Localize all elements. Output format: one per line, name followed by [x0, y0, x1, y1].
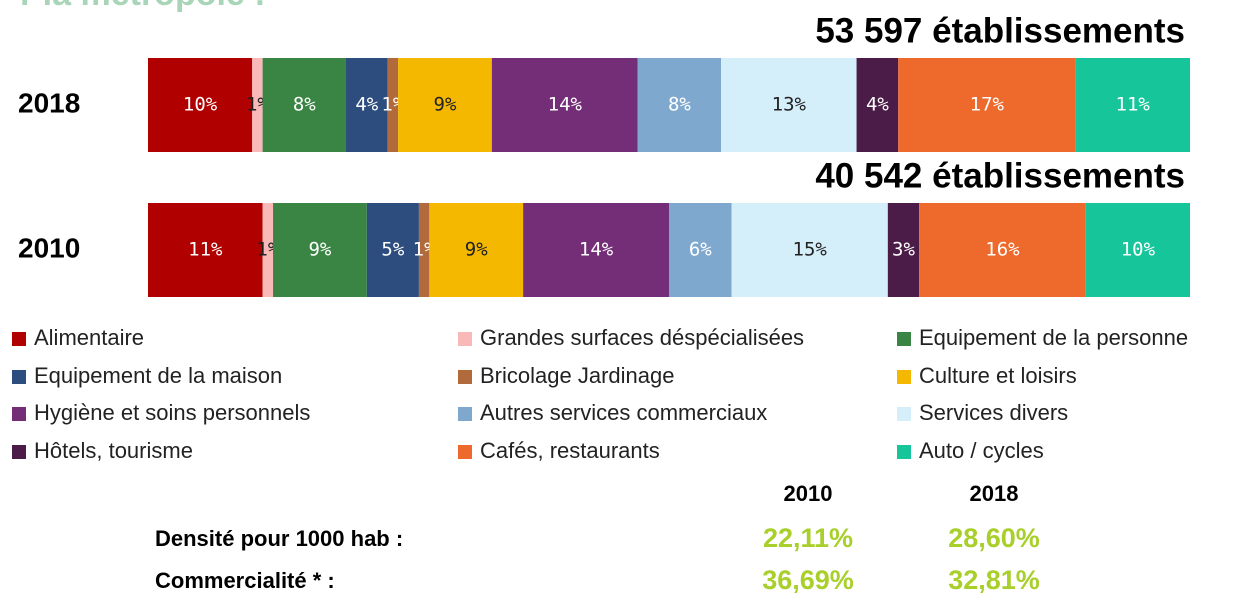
- legend-label: Auto / cycles: [919, 438, 1044, 463]
- legend-label: Hygiène et soins personnels: [34, 400, 310, 425]
- data-label: 8%: [293, 94, 316, 116]
- bar-segment: [262, 203, 274, 297]
- data-label: 4%: [866, 94, 889, 116]
- data-label: 6%: [689, 239, 712, 261]
- data-label: 8%: [668, 94, 691, 116]
- bar-segment: [366, 203, 419, 297]
- legend-swatch: [458, 445, 472, 459]
- bar-segment: [1085, 203, 1190, 297]
- annotation: 40 542 établissements: [815, 156, 1185, 195]
- legend-swatch: [897, 332, 911, 346]
- legend-label: Equipement de la maison: [34, 363, 282, 388]
- row-label: Commercialité * :: [155, 568, 335, 593]
- data-label: 5%: [381, 239, 404, 261]
- data-label: 15%: [793, 239, 828, 261]
- legend-swatch: [458, 407, 472, 421]
- legend-label: Autres services commerciaux: [480, 400, 767, 425]
- bar-segment: [148, 203, 263, 297]
- data-label: 14%: [579, 239, 614, 261]
- legend-label: Hôtels, tourisme: [34, 438, 193, 463]
- legend-swatch: [897, 445, 911, 459]
- data-label: 4%: [355, 94, 378, 116]
- bar-segment: [398, 58, 492, 152]
- bar-segment: [418, 203, 430, 297]
- data-label: 11%: [188, 239, 223, 261]
- bar-segment: [721, 58, 857, 152]
- legend-label: Cafés, restaurants: [480, 438, 660, 463]
- data-label: 10%: [1121, 239, 1156, 261]
- bar-segment: [731, 203, 888, 297]
- bar-segment: [523, 203, 669, 297]
- legend-label: Services divers: [919, 400, 1068, 425]
- legend-swatch: [458, 370, 472, 384]
- chart-title: r la métropole :: [20, 0, 266, 13]
- table-cell: 32,81%: [948, 565, 1040, 593]
- legend-swatch: [458, 332, 472, 346]
- legend-label: Culture et loisirs: [919, 363, 1077, 388]
- legend-label: Bricolage Jardinage: [480, 363, 674, 388]
- bar-segment: [387, 58, 399, 152]
- table-header: 2018: [970, 481, 1019, 506]
- bar-segment: [898, 58, 1076, 152]
- legend-swatch: [12, 407, 26, 421]
- category-label: 2018: [18, 87, 80, 118]
- bar-segment: [429, 203, 524, 297]
- bar-segment: [252, 58, 263, 152]
- legend-swatch: [12, 332, 26, 346]
- legend-swatch: [897, 407, 911, 421]
- bar-segment: [262, 58, 346, 152]
- table-cell: 22,11%: [763, 523, 853, 553]
- bar-segment: [345, 58, 388, 152]
- data-label: 9%: [434, 94, 457, 116]
- legend-label: Equipement de la personne: [919, 325, 1188, 350]
- data-label: 9%: [465, 239, 488, 261]
- legend-swatch: [12, 370, 26, 384]
- legend-swatch: [897, 370, 911, 384]
- data-label: 3%: [892, 239, 915, 261]
- row-label: Densité pour 1000 hab :: [155, 526, 403, 551]
- bar-segment: [856, 58, 899, 152]
- legend-label: Grandes surfaces déspécialisées: [480, 325, 804, 350]
- data-label: 11%: [1116, 94, 1151, 116]
- legend-swatch: [12, 445, 26, 459]
- data-label: 9%: [308, 239, 331, 261]
- data-label: 10%: [183, 94, 218, 116]
- data-label: 16%: [985, 239, 1020, 261]
- category-label: 2010: [18, 232, 80, 263]
- bar-segment: [148, 58, 253, 152]
- data-label: 17%: [970, 94, 1005, 116]
- data-label: 14%: [548, 94, 583, 116]
- bar-segment: [491, 58, 638, 152]
- legend-label: Alimentaire: [34, 325, 144, 350]
- annotation: 53 597 établissements: [815, 11, 1185, 50]
- bar-segment: [669, 203, 732, 297]
- bar-segment: [919, 203, 1086, 297]
- table-cell: 36,69%: [762, 565, 854, 593]
- bar-segment: [637, 58, 722, 152]
- bar-segment: [1075, 58, 1190, 152]
- table-header: 2010: [784, 481, 833, 506]
- bar-segment: [887, 203, 920, 297]
- data-label: 13%: [772, 94, 807, 116]
- table-cell: 28,60%: [948, 523, 1040, 553]
- bar-segment: [273, 203, 367, 297]
